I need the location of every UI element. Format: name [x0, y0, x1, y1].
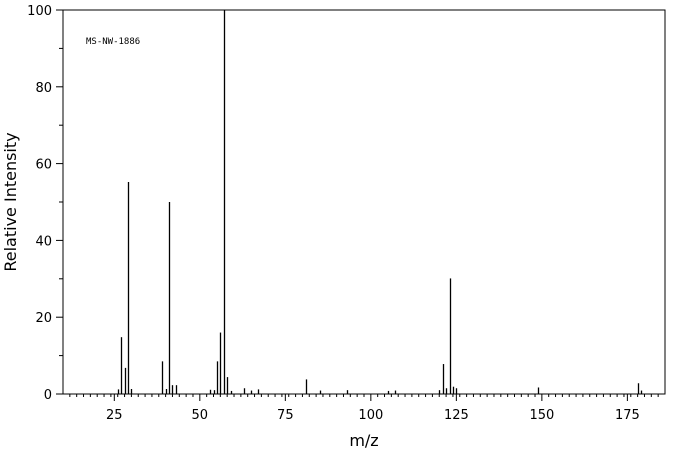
- x-tick-label: 75: [277, 408, 294, 423]
- plot-frame: [62, 9, 666, 395]
- x-tick-label: 150: [529, 408, 554, 423]
- y-tick-label: 80: [35, 81, 52, 96]
- x-tick-label: 175: [615, 408, 640, 423]
- y-tick-label: 60: [35, 158, 52, 173]
- y-tick-label: 0: [44, 388, 52, 403]
- y-tick-label: 20: [35, 311, 52, 326]
- x-axis-ticks: 25 50 75 100 125 150 175: [106, 394, 640, 423]
- x-minor-ticks: [69, 394, 659, 397]
- y-axis-title: Relative Intensity: [1, 132, 20, 271]
- spectrum-peaks: [117, 10, 643, 394]
- y-tick-label: 100: [27, 4, 52, 19]
- spectrum-id-annotation: MS-NW-1886: [86, 37, 140, 47]
- y-tick-label: 40: [35, 234, 52, 249]
- x-tick-label: 125: [444, 408, 469, 423]
- x-tick-label: 100: [358, 408, 383, 423]
- x-tick-label: 50: [192, 408, 209, 423]
- y-axis-ticks: 0 20 40 60 80 100: [27, 4, 63, 403]
- x-axis-title: m/z: [349, 431, 378, 450]
- x-tick-label: 25: [106, 408, 123, 423]
